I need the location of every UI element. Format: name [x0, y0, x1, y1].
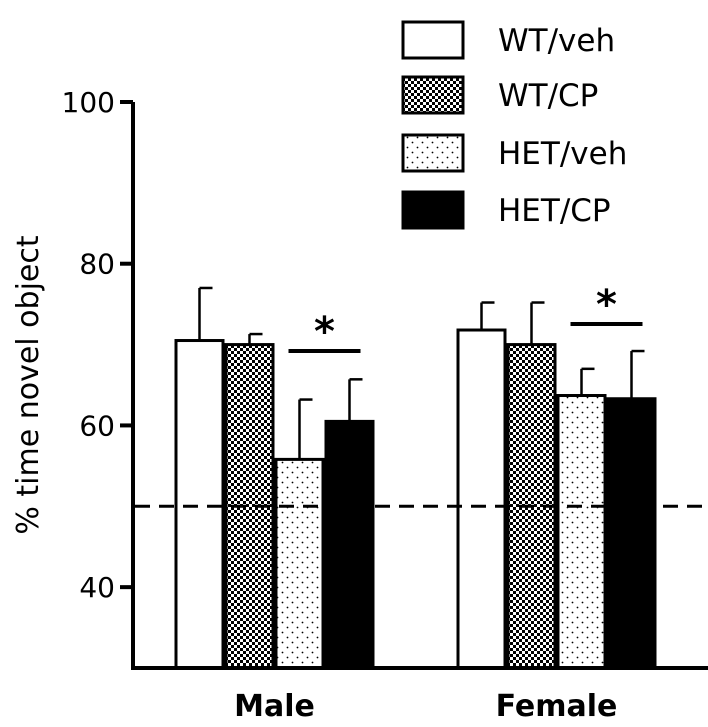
y-tick-label-60: 60 [79, 409, 115, 442]
category-label-male: Male [234, 689, 315, 724]
y-tick-label-80: 80 [79, 248, 115, 281]
significance-star-female: * [596, 282, 617, 328]
legend-label-wt-veh: WT/veh [498, 23, 615, 59]
error-bar-male-wt-cp [248, 332, 263, 345]
y-axis-title: % time novel object [11, 235, 46, 534]
legend-swatch-het-cp [401, 190, 465, 230]
legend-item-het-veh: HET/veh [401, 133, 627, 173]
error-bar-male-het-veh [298, 398, 313, 460]
legend-label-het-cp: HET/CP [498, 193, 611, 229]
error-bar-male-het-cp [348, 378, 363, 422]
error-bar-male-wt-veh [198, 286, 213, 341]
legend: WT/veh WT/CP HET/veh HET/CP [401, 20, 627, 230]
legend-swatch-wt-veh [401, 20, 465, 60]
category-label-female: Female [496, 689, 618, 724]
bar-male-het-cp [324, 419, 375, 670]
legend-swatch-het-veh [401, 133, 465, 173]
legend-label-wt-cp: WT/CP [498, 78, 598, 114]
bar-female-het-veh [556, 394, 607, 670]
error-bar-female-het-cp [630, 349, 645, 399]
bar-male-het-veh [274, 457, 325, 670]
legend-label-het-veh: HET/veh [498, 136, 627, 172]
y-tick-label-40: 40 [79, 571, 115, 604]
y-tick-label-100: 100 [62, 86, 115, 119]
legend-item-wt-veh: WT/veh [401, 20, 615, 60]
error-bars-group [198, 286, 645, 460]
legend-item-wt-cp: WT/CP [401, 75, 598, 115]
y-ticks-group: 40 60 80 100 [62, 86, 133, 604]
error-bar-female-wt-cp [530, 301, 545, 345]
legend-item-het-cp: HET/CP [401, 190, 611, 230]
significance-star-male: * [314, 309, 335, 355]
legend-swatch-wt-cp [401, 75, 465, 115]
error-bar-female-het-veh [580, 367, 595, 396]
significance-group: ** [288, 282, 643, 355]
bar-female-wt-veh [456, 328, 507, 670]
bar-male-wt-veh [174, 339, 225, 670]
error-bar-female-wt-veh [480, 301, 495, 331]
category-labels-group: Male Female [234, 689, 617, 724]
bars-group [174, 328, 657, 670]
bar-female-het-cp [606, 397, 657, 670]
